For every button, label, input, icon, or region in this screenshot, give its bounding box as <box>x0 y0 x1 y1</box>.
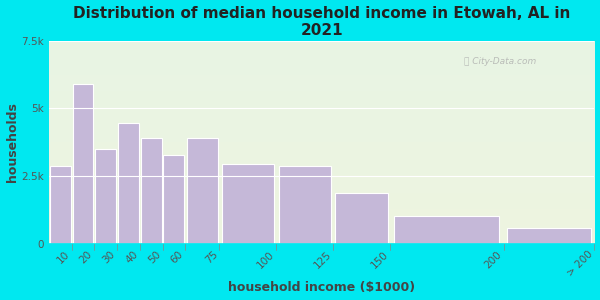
Bar <box>50 166 71 244</box>
Bar <box>163 155 184 244</box>
Bar <box>221 164 274 244</box>
Bar <box>118 123 139 244</box>
Bar <box>73 84 94 244</box>
Bar <box>507 228 591 244</box>
Bar <box>187 138 218 244</box>
Title: Distribution of median household income in Etowah, AL in
2021: Distribution of median household income … <box>73 6 571 38</box>
Bar <box>95 149 116 244</box>
Bar <box>278 166 331 244</box>
Bar <box>335 193 388 244</box>
Bar <box>394 216 499 244</box>
Y-axis label: households: households <box>5 103 19 182</box>
Bar <box>141 138 161 244</box>
X-axis label: household income ($1000): household income ($1000) <box>228 281 415 294</box>
Text: ⓘ City-Data.com: ⓘ City-Data.com <box>464 57 536 66</box>
